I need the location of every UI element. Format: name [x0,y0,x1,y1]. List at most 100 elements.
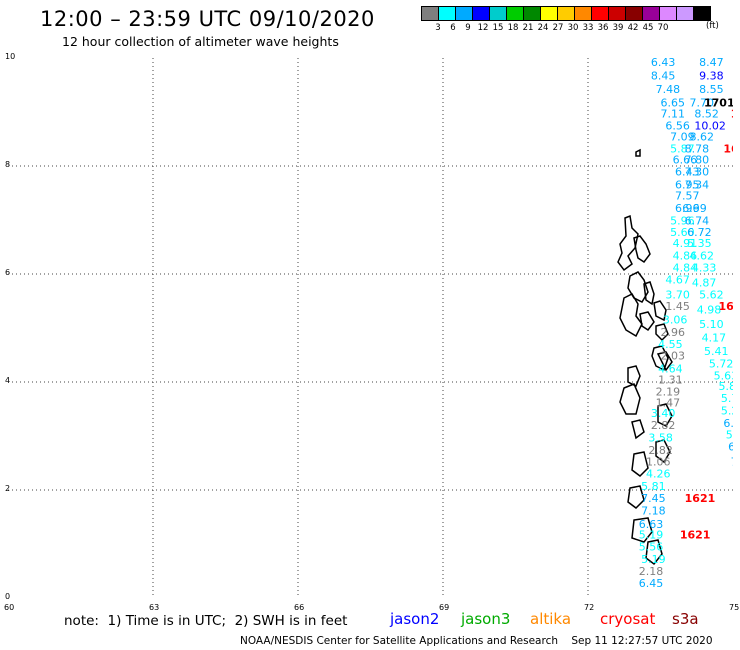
island-south-3 [619,383,641,415]
pass-time-label: 161 [723,143,733,156]
wave-height-value: 6.74 [685,214,710,227]
wave-height-value: 5.63 [714,369,733,382]
island-south-11 [645,539,663,566]
x-tick-label: 60 [4,603,15,612]
wave-height-value: 3.06 [663,314,688,327]
wave-height-value: 6.43 [651,58,676,69]
wave-height-value: 5.81 [641,480,666,493]
wave-height-value: 4.67 [665,274,690,287]
pass-time-label: 1620 [719,300,734,313]
island-south-9 [627,485,645,509]
legend-label: 27 [552,23,564,33]
wave-height-value: 2.03 [661,349,686,362]
legend-swatch [693,6,711,21]
legend-swatch [540,6,558,21]
wave-height-value: 4.87 [692,276,717,289]
legend-swatch [523,6,541,21]
legend-label: 33 [582,23,594,33]
wave-height-value: 5.35 [687,237,712,250]
wave-height-value: 5.62 [699,288,724,301]
wave-height-value: 3.40 [651,407,676,420]
grid-lines [8,58,733,598]
legend-swatch [421,6,439,21]
wave-height-value: 5.96 [670,214,695,227]
legend-label: 45 [642,23,654,33]
wave-height-value: 4.64 [658,362,683,375]
y-tick-label: 6 [5,268,11,277]
wave-height-value: 8.52 [694,107,719,120]
wave-height-value: 6.66 [673,153,698,166]
wave-height-value: 5.5 [726,429,733,442]
legend-swatch [591,6,609,21]
wave-height-value: 5.2 [721,404,733,417]
pass-time-label: 1621 [680,529,711,542]
wave-height-value: 4.84 [673,261,698,274]
legend-label: 3 [435,23,441,33]
wave-height-value: 8.47 [699,58,724,69]
wave-height-value: 5.19 [639,529,664,542]
wave-height-value: 6. [728,441,733,454]
legend-label: 6 [450,23,456,33]
x-tick-label: 63 [149,603,160,612]
legend-label: 42 [627,23,639,33]
wave-height-value: 8.78 [685,143,710,156]
wave-height-value: 5.56 [639,540,664,553]
x-tick-label: 66 [294,603,305,612]
legend-swatch [472,6,490,21]
y-tick-label: 4 [5,376,11,385]
legend-swatch [642,6,660,21]
page-title: 12:00 – 23:59 UTC 09/10/2020 [40,7,375,31]
color-legend: 3 6 9 12 15 18 21 24 27 30 33 36 39 42 45 70 (ft) [421,6,719,33]
pass-time-label: 1621 [685,492,716,505]
legend-swatch [574,6,592,21]
island-north-1 [617,214,639,272]
legend-label: 21 [522,23,534,33]
legend-label: 70 [657,23,669,33]
wave-height-value: 8.45 [651,70,676,83]
wave-height-value: 4.17 [702,332,727,345]
legend-swatch [506,6,524,21]
island-north-2 [633,235,651,264]
page-subtitle: 12 hour collection of altimeter wave hei… [62,34,339,49]
island-tiny-north [635,148,641,157]
credits-footer: NOAA/NESDIS Center for Satellite Applica… [240,635,713,647]
legend-swatch [557,6,575,21]
wave-height-value: 6.56 [665,119,690,132]
wave-height-value: 6.63 [639,518,664,531]
x-tick-label: 72 [584,603,595,612]
legend-label: 15 [492,23,504,33]
island-south-6 [657,403,673,427]
satellite-s3a: s3a [672,610,699,628]
island-south-4 [656,351,673,372]
wave-height-value: 6.72 [687,226,712,239]
legend-label: 12 [477,23,489,33]
wave-height-value: 3.58 [648,431,673,444]
wave-height-value: 9.38 [699,70,724,83]
wave-height-value: 5.19 [641,553,666,566]
island-south-10 [631,517,653,543]
y-tick-label: 0 [5,592,11,601]
legend-label: 18 [507,23,519,33]
island-south-2 [627,365,641,388]
legend-swatch [438,6,456,21]
wave-height-value: 4.26 [646,468,671,481]
island-north-4 [643,281,655,306]
wave-height-value: 7.30 [685,166,710,179]
legend-labels: 3 6 9 12 15 18 21 24 27 30 33 36 39 42 45 70 [422,21,711,33]
satellite-jason2: jason2 [390,610,440,628]
wave-height-value: 2.82 [651,419,676,432]
wave-height-value: 7.34 [685,179,710,192]
wave-height-value: 3.70 [665,288,690,301]
legend-label: 39 [612,23,624,33]
island-south-5 [631,419,645,440]
wave-height-value: 7.48 [656,83,681,96]
legend-swatch [659,6,677,21]
pass-time-label: 1701 [704,97,733,110]
wave-height-value: 5.87 [670,143,695,156]
wave-height-value: 6.95 [675,179,700,192]
wave-height-value: 6.5 [723,417,733,430]
wave-height-value: 10.02 [694,119,726,132]
wave-height-value: 5.41 [704,345,729,358]
wave-height-value: 1.06 [646,456,671,469]
